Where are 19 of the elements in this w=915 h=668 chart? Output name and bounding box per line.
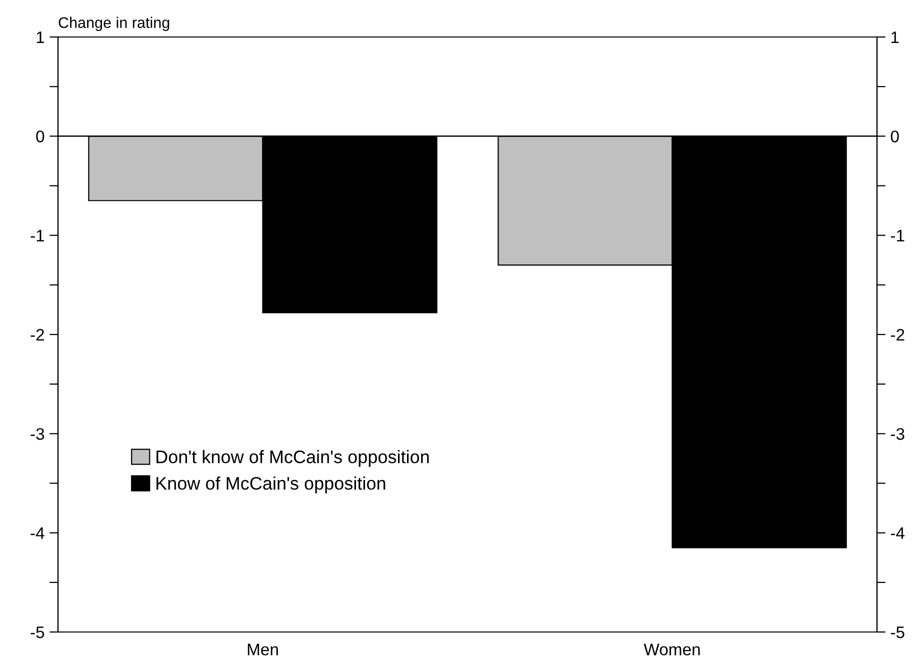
y2-tick-label: 0 [890,130,899,142]
y-tick-label: -1 [30,230,44,242]
y2-tick-label: -2 [890,328,904,341]
y-tick-label: 1 [36,32,44,44]
y-tick-label: 0 [36,130,44,142]
y-tick-label: -2 [30,328,44,341]
legend-label: Don't know of McCain's opposition [156,450,429,467]
x-tick-label: Women [644,644,700,656]
y2-tick-label: -3 [890,428,904,440]
legend-label: Know of McCain's opposition [156,476,386,494]
y2-tick-label: -1 [890,230,904,242]
y2-tick-label: -5 [890,626,904,638]
y-tick-label: -3 [30,428,44,440]
y2-tick-label: -4 [890,527,905,539]
y-tick-label: -4 [30,527,44,539]
x-tick-label: Men [248,644,278,656]
y2-tick-label: 1 [891,32,899,44]
y-tick-label: -5 [30,626,44,638]
y-axis-title: Change in rating [58,16,170,32]
